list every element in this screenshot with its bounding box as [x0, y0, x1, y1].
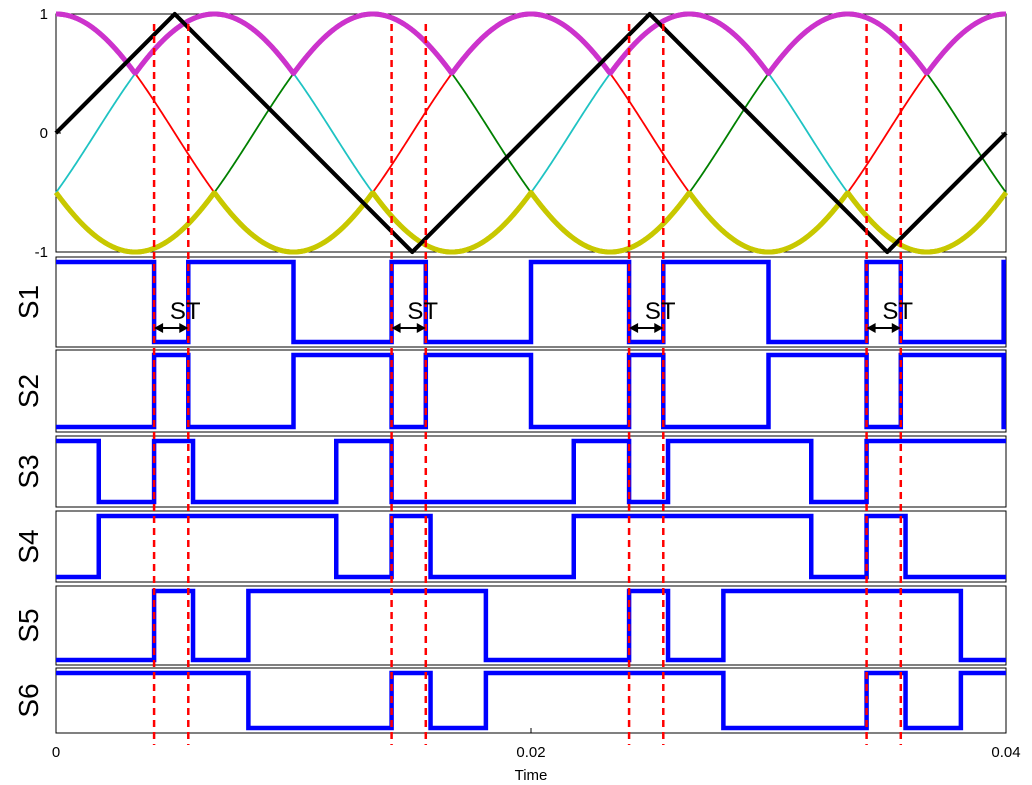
waveform-s2: [56, 352, 1006, 430]
st-arrow-right: [654, 323, 664, 333]
st-marker: ST: [154, 298, 201, 333]
max-envelope-overlay: [54, 11, 1008, 76]
y-tick-label: 0: [40, 125, 48, 142]
st-arrow-left: [629, 323, 639, 333]
st-marker: ST: [866, 298, 913, 333]
st-arrow-left: [391, 323, 401, 333]
ylabel-s5: S5: [13, 608, 44, 642]
y-tick-label: -1: [35, 244, 48, 261]
switch-axes-s2: [55, 349, 1007, 433]
switch-axes-s5: [55, 585, 1007, 666]
st-arrow-right: [416, 323, 426, 333]
switching-plots: [55, 256, 1007, 734]
st-label: ST: [882, 298, 913, 325]
axis-labels: 1 0 -1 S1 S2 S3 S4 S5 S6 0 0.02 0.04 Time: [13, 6, 1021, 784]
waveform-s1: [56, 259, 1006, 345]
ylabel-s6: S6: [13, 683, 44, 717]
shoot-through-labels: ST ST ST ST: [154, 298, 913, 333]
ylabel-s2: S2: [13, 374, 44, 408]
carrier-overlay: [54, 12, 1008, 254]
switch-axes-s3: [55, 435, 1007, 508]
shoot-through-lines: [152, 24, 903, 745]
st-arrow-right: [891, 323, 901, 333]
ylabel-s1: S1: [13, 285, 44, 319]
st-label: ST: [170, 298, 201, 325]
ylabel-s3: S3: [13, 454, 44, 488]
st-arrow-right: [179, 323, 189, 333]
st-arrow-left: [866, 323, 876, 333]
x-tick-label: 0.02: [516, 744, 545, 761]
ylabel-s4: S4: [13, 529, 44, 563]
x-tick-label: 0: [52, 744, 60, 761]
waveform-s5: [56, 588, 1006, 663]
switch-axes-s4: [55, 510, 1007, 583]
st-label: ST: [645, 298, 676, 325]
waveform-s6: [56, 670, 1006, 731]
st-marker: ST: [391, 298, 438, 333]
st-marker: ST: [629, 298, 676, 333]
min-envelope-overlay: [53, 190, 1009, 255]
y-tick-label: 1: [40, 6, 48, 23]
st-label: ST: [407, 298, 438, 325]
x-axis-label: Time: [515, 767, 548, 784]
st-arrow-left: [154, 323, 164, 333]
modulation-plot: [53, 11, 1009, 255]
waveform-s3: [56, 438, 1006, 505]
switch-axes-s6: [55, 667, 1007, 734]
waveform-s4: [56, 513, 1006, 580]
x-tick-label: 0.04: [991, 744, 1020, 761]
switch-axes-s1: [55, 256, 1007, 348]
